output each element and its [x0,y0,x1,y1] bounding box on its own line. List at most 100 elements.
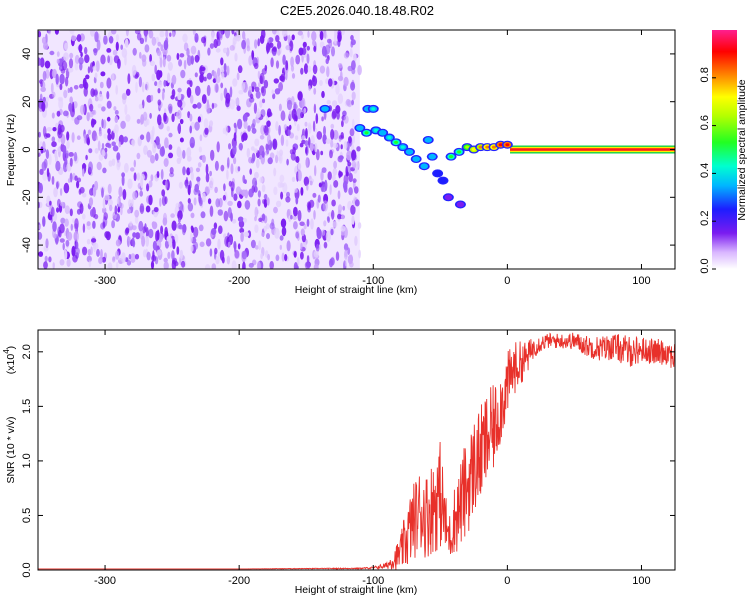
noise-speckle [344,249,348,260]
noise-speckle [122,189,127,200]
noise-speckle [107,55,110,64]
noise-speckle [102,207,107,214]
noise-speckle [150,174,154,182]
noise-speckle [340,214,345,220]
noise-speckle [332,108,337,119]
spectrogram-x-axis-title: Height of straight line (km) [295,284,418,296]
noise-speckle [168,144,173,150]
noise-speckle [112,49,118,56]
noise-speckle [51,112,55,119]
noise-speckle [171,220,177,231]
signal-blob-8 [390,138,402,147]
noise-speckle [204,264,211,269]
colorbar: 0.0 0.2 0.4 0.6 0.8 Normalized spectral ampl… [699,30,748,274]
noise-speckle [318,244,322,251]
noise-speckle [159,57,163,68]
noise-speckle [94,147,99,154]
noise-speckle [107,143,112,149]
noise-speckle [93,48,98,56]
noise-speckle [313,263,319,269]
noise-speckle [101,106,106,112]
noise-speckle [130,167,135,172]
noise-speckle [306,255,310,264]
noise-speckle [281,30,288,37]
noise-speckle [163,79,167,87]
noise-speckle [141,82,145,93]
noise-speckle [92,119,97,125]
noise-speckle [114,205,118,215]
noise-speckle [48,30,52,35]
noise-speckle [264,126,269,136]
noise-speckle [319,80,323,86]
noise-speckle [295,54,301,65]
noise-speckle [280,134,285,146]
noise-speckle [56,110,61,117]
noise-speckle [255,90,261,99]
noise-speckle [123,136,128,143]
snr-plot-background [38,330,675,570]
noise-speckle [300,228,305,237]
noise-speckle [203,118,209,129]
noise-speckle [159,197,162,207]
noise-speckle [171,250,175,261]
noise-speckle [63,182,70,194]
noise-speckle [179,249,184,260]
noise-speckle [142,249,147,258]
noise-speckle [215,256,220,265]
noise-speckle [229,86,233,98]
noise-speckle [278,125,281,136]
noise-speckle [254,39,258,49]
noise-speckle [217,238,221,250]
noise-speckle [333,180,339,188]
noise-speckle [209,248,213,257]
noise-speckle [176,52,180,61]
noise-speckle [205,163,209,175]
noise-speckle [190,245,194,252]
noise-speckle [274,227,280,239]
noise-speckle [286,191,290,198]
noise-speckle [61,60,68,71]
noise-speckle [211,31,215,43]
noise-speckle [204,127,209,135]
noise-speckle [181,260,186,268]
noise-speckle [221,72,225,79]
noise-speckle [171,74,177,85]
noise-speckle [160,225,164,234]
noise-speckle [228,143,232,150]
noise-speckle [305,157,309,169]
noise-speckle [273,78,279,84]
noise-speckle [103,212,108,221]
colorbar-label: Normalized spectral amplitude [736,79,748,220]
noise-speckle [342,205,346,211]
noise-speckle [239,227,245,234]
noise-speckle [65,239,70,247]
noise-speckle [321,116,324,122]
noise-speckle [193,226,199,238]
noise-speckle [96,39,101,51]
noise-speckle [350,81,356,91]
noise-speckle [106,91,110,100]
noise-speckle [358,249,361,259]
noise-speckle [138,76,142,88]
noise-speckle [52,91,56,98]
noise-speckle [325,230,331,243]
noise-speckle [88,197,94,207]
noise-speckle [124,38,129,48]
noise-speckle [135,232,141,240]
noise-speckle [186,47,190,57]
snr-y-axis: 0.0 0.5 1.0 1.5 2.0 [21,344,675,578]
noise-speckle [166,125,170,132]
noise-speckle [258,82,261,88]
noise-speckle [270,57,274,68]
noise-speckle [111,30,117,35]
noise-speckle [125,227,130,234]
noise-speckle [127,178,133,190]
noise-speckle [295,196,299,205]
noise-speckle [164,108,167,113]
noise-speckle [107,198,113,207]
noise-speckle [186,167,191,176]
noise-speckle [189,232,193,243]
snr-series-line [38,332,675,570]
noise-speckle [82,192,87,198]
noise-speckle [127,73,131,85]
